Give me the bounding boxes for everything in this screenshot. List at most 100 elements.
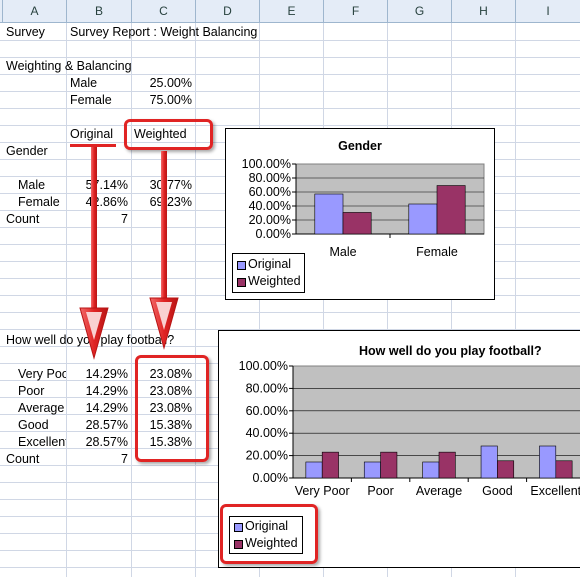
- cell-football-label[interactable]: Average: [18, 401, 65, 415]
- bar-weighted: [380, 451, 398, 479]
- bar-weighted: [555, 460, 573, 479]
- y-tick-label: 40.00%: [246, 426, 288, 440]
- cell-gender-label[interactable]: Gender: [6, 144, 48, 158]
- cell-football-original[interactable]: 28.57%: [85, 435, 128, 449]
- cell-football-original[interactable]: 14.29%: [85, 384, 128, 398]
- bar-weighted: [436, 185, 466, 235]
- x-tick-label: Good: [482, 484, 513, 498]
- cell-football-weighted[interactable]: 15.38%: [149, 418, 192, 432]
- cell-football-weighted[interactable]: 23.08%: [149, 384, 192, 398]
- cell-count2-label[interactable]: Count: [6, 452, 40, 466]
- cell-gender-female-weighted[interactable]: 69.23%: [149, 195, 192, 209]
- y-tick-label: 60.00%: [249, 185, 291, 199]
- column-header-f[interactable]: F: [324, 0, 388, 23]
- y-tick-label: 100.00%: [242, 157, 291, 171]
- x-tick-label: Female: [416, 245, 458, 259]
- legend-swatch-original: [237, 261, 246, 270]
- football-chart-plot: 100.00% 80.00% 60.00% 40.00% 20.00% 0.00% Very…: [239, 359, 580, 498]
- column-header-g[interactable]: G: [388, 0, 452, 23]
- bar-original: [480, 445, 498, 479]
- bar-original: [305, 461, 323, 479]
- y-tick-label: 40.00%: [249, 199, 291, 213]
- cell-weight-male-value[interactable]: 25.00%: [149, 76, 192, 90]
- bar-original: [408, 203, 438, 235]
- bar-weighted: [342, 212, 372, 235]
- cell-gender-male-weighted[interactable]: 30.77%: [149, 178, 192, 192]
- y-tick-label: 100.00%: [239, 359, 288, 373]
- legend-swatch-weighted: [237, 278, 246, 287]
- bar-original: [363, 461, 381, 479]
- cell-football-original[interactable]: 14.29%: [85, 367, 128, 381]
- cell-count-value[interactable]: 7: [121, 212, 128, 226]
- cell-weight-female-value[interactable]: 75.00%: [149, 93, 192, 107]
- cell-football-weighted[interactable]: 23.08%: [149, 367, 192, 381]
- x-tick-label: Average: [416, 484, 462, 498]
- column-header-a[interactable]: A: [3, 0, 67, 23]
- football-legend-highlight: [220, 504, 318, 564]
- legend-weighted: Weighted: [248, 274, 301, 288]
- cell-report-title[interactable]: Survey Report : Weight Balancing: [70, 25, 258, 39]
- y-tick-label: 0.00%: [253, 471, 288, 485]
- cell-gender-male-label[interactable]: Male: [18, 178, 46, 192]
- bar-weighted: [438, 451, 456, 479]
- cell-original-header[interactable]: Original: [70, 127, 114, 141]
- y-tick-label: 20.00%: [246, 449, 288, 463]
- column-header-i[interactable]: I: [516, 0, 580, 23]
- bar-weighted: [497, 460, 515, 479]
- plot-area: [292, 365, 580, 479]
- cell-football-weighted[interactable]: 15.38%: [149, 435, 192, 449]
- gender-chart[interactable]: Gender 100.00% 80.00% 60.00% 40.00% 20.00% 0.…: [225, 128, 495, 300]
- legend-weighted: Weighted: [245, 536, 298, 550]
- column-header-c[interactable]: C: [132, 0, 196, 23]
- y-tick-label: 60.00%: [246, 404, 288, 418]
- weighted-values-highlight: [135, 355, 209, 462]
- cell-weighting-title[interactable]: Weighting & Balancing: [6, 59, 132, 73]
- cell-football-weighted[interactable]: 23.08%: [149, 401, 192, 415]
- cell-survey-label[interactable]: Survey: [6, 25, 45, 39]
- cell-football-label[interactable]: Good: [18, 418, 49, 432]
- cell-football-original[interactable]: 14.29%: [85, 401, 128, 415]
- y-tick-label: 80.00%: [246, 381, 288, 395]
- legend-original: Original: [248, 257, 292, 271]
- x-tick-label: Poor: [367, 484, 393, 498]
- column-header-b[interactable]: B: [67, 0, 132, 23]
- cell-football-label[interactable]: Excellent: [18, 435, 66, 449]
- gender-chart-title: Gender: [338, 139, 382, 153]
- bar-weighted: [321, 451, 339, 479]
- cell-weight-female-label[interactable]: Female: [70, 93, 112, 107]
- legend-original: Original: [245, 519, 289, 533]
- x-tick-label: Very Poor: [295, 484, 350, 498]
- weighted-header-highlight: [124, 119, 213, 150]
- gender-chart-legend[interactable]: Original Weighted: [232, 253, 305, 293]
- bar-original: [539, 445, 557, 479]
- bar-original: [314, 193, 344, 235]
- y-tick-label: 80.00%: [249, 171, 291, 185]
- arrow-original-icon: [79, 147, 109, 360]
- cell-count2-value[interactable]: 7: [121, 452, 128, 466]
- cell-weighted-header[interactable]: Weighted: [134, 127, 187, 141]
- cell-football-label[interactable]: Poor: [18, 384, 45, 398]
- y-tick-label: 0.00%: [256, 227, 291, 241]
- column-header-h[interactable]: H: [452, 0, 516, 23]
- gender-chart-plot: 100.00%80.00%60.00%40.00%20.00%0.00% Male…: [242, 157, 485, 259]
- x-tick-label: Excellent: [530, 484, 580, 498]
- cell-weight-male-label[interactable]: Male: [70, 76, 98, 90]
- cell-football-original[interactable]: 28.57%: [85, 418, 128, 432]
- football-chart[interactable]: How well do you play football? 100.00% 80…: [218, 330, 580, 568]
- bar-original: [422, 461, 440, 479]
- football-chart-title: How well do you play football?: [359, 344, 542, 358]
- column-header-d[interactable]: D: [196, 0, 260, 23]
- legend-swatch-weighted: [234, 540, 243, 549]
- column-header-e[interactable]: E: [260, 0, 324, 23]
- cell-football-label[interactable]: Very Poor: [18, 367, 66, 381]
- cell-count-label[interactable]: Count: [6, 212, 40, 226]
- football-chart-legend[interactable]: Original Weighted: [229, 516, 303, 554]
- legend-swatch-original: [234, 523, 243, 532]
- cell-gender-female-label[interactable]: Female: [18, 195, 60, 209]
- y-tick-label: 20.00%: [249, 213, 291, 227]
- x-tick-label: Male: [329, 245, 356, 259]
- arrow-weighted-icon: [149, 151, 179, 350]
- original-underline: [70, 144, 116, 147]
- corner-cell[interactable]: [0, 0, 3, 23]
